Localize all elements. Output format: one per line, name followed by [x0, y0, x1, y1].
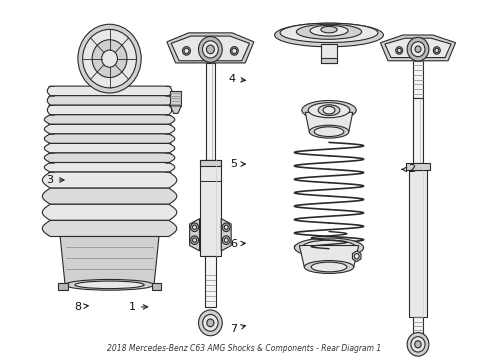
Polygon shape [305, 112, 352, 132]
Text: 8: 8 [74, 302, 88, 312]
Bar [321, 44, 336, 63]
Circle shape [432, 47, 439, 54]
Bar [408, 170, 427, 318]
Circle shape [102, 50, 117, 67]
Polygon shape [189, 219, 199, 251]
Bar [204, 256, 215, 307]
Ellipse shape [274, 23, 383, 47]
Polygon shape [44, 143, 174, 153]
Ellipse shape [318, 105, 339, 116]
Polygon shape [380, 35, 455, 61]
Circle shape [82, 30, 136, 88]
Polygon shape [47, 96, 171, 105]
Circle shape [407, 333, 428, 356]
Text: 2018 Mercedes-Benz C63 AMG Shocks & Components - Rear Diagram 1: 2018 Mercedes-Benz C63 AMG Shocks & Comp… [107, 344, 381, 353]
Ellipse shape [310, 262, 346, 272]
Circle shape [192, 238, 196, 242]
Ellipse shape [75, 281, 144, 289]
Polygon shape [47, 86, 171, 96]
Polygon shape [151, 283, 161, 290]
Ellipse shape [296, 24, 361, 39]
Circle shape [414, 46, 420, 53]
Ellipse shape [320, 26, 337, 33]
Ellipse shape [301, 240, 355, 255]
Circle shape [190, 223, 198, 231]
Circle shape [198, 36, 222, 62]
Bar [170, 91, 181, 106]
Polygon shape [221, 219, 231, 251]
Ellipse shape [301, 100, 355, 120]
Circle shape [407, 37, 428, 61]
Circle shape [224, 238, 228, 242]
Text: 6: 6 [230, 239, 245, 249]
Circle shape [202, 41, 218, 58]
Bar [406, 163, 429, 170]
Circle shape [396, 48, 400, 53]
Polygon shape [60, 237, 159, 285]
Polygon shape [44, 162, 174, 172]
Circle shape [410, 42, 424, 57]
Ellipse shape [323, 107, 334, 114]
Circle shape [92, 40, 127, 77]
Bar [412, 318, 422, 339]
Polygon shape [352, 251, 360, 262]
Bar [321, 58, 336, 63]
Circle shape [410, 337, 424, 352]
Polygon shape [384, 38, 450, 58]
Ellipse shape [304, 261, 353, 274]
Text: 3: 3 [46, 175, 64, 185]
Circle shape [434, 48, 438, 53]
Circle shape [198, 310, 222, 336]
Polygon shape [42, 172, 176, 188]
Polygon shape [44, 134, 174, 143]
Ellipse shape [309, 25, 347, 36]
Circle shape [222, 236, 230, 244]
Circle shape [202, 315, 218, 331]
Ellipse shape [307, 103, 349, 118]
Bar [199, 159, 221, 256]
Ellipse shape [294, 238, 363, 257]
Circle shape [230, 46, 238, 55]
Text: 2: 2 [401, 165, 414, 174]
Circle shape [78, 24, 141, 93]
Circle shape [395, 47, 402, 54]
Polygon shape [171, 36, 249, 61]
Circle shape [224, 225, 228, 229]
Circle shape [192, 225, 196, 229]
Circle shape [183, 48, 188, 54]
Polygon shape [58, 283, 67, 290]
Ellipse shape [308, 125, 348, 138]
Text: 7: 7 [230, 324, 245, 334]
Bar [412, 98, 422, 163]
Circle shape [190, 236, 198, 244]
Polygon shape [166, 33, 253, 63]
Circle shape [414, 341, 420, 348]
Polygon shape [44, 124, 174, 134]
Polygon shape [170, 106, 181, 113]
Polygon shape [42, 204, 176, 220]
Bar [199, 159, 221, 166]
Bar [205, 63, 214, 159]
Polygon shape [42, 220, 176, 237]
Circle shape [353, 253, 359, 259]
Polygon shape [44, 115, 174, 124]
Ellipse shape [65, 279, 154, 290]
Bar [412, 61, 422, 98]
Circle shape [206, 319, 214, 327]
Ellipse shape [280, 23, 377, 42]
Ellipse shape [314, 127, 343, 136]
Polygon shape [47, 105, 171, 115]
Circle shape [182, 46, 190, 55]
Circle shape [231, 48, 236, 54]
Text: 5: 5 [230, 159, 245, 169]
Polygon shape [42, 188, 176, 204]
Polygon shape [44, 153, 174, 162]
Text: 1: 1 [128, 302, 147, 312]
Polygon shape [299, 246, 358, 267]
Text: 4: 4 [228, 74, 245, 84]
Circle shape [206, 45, 214, 54]
Circle shape [222, 223, 230, 231]
